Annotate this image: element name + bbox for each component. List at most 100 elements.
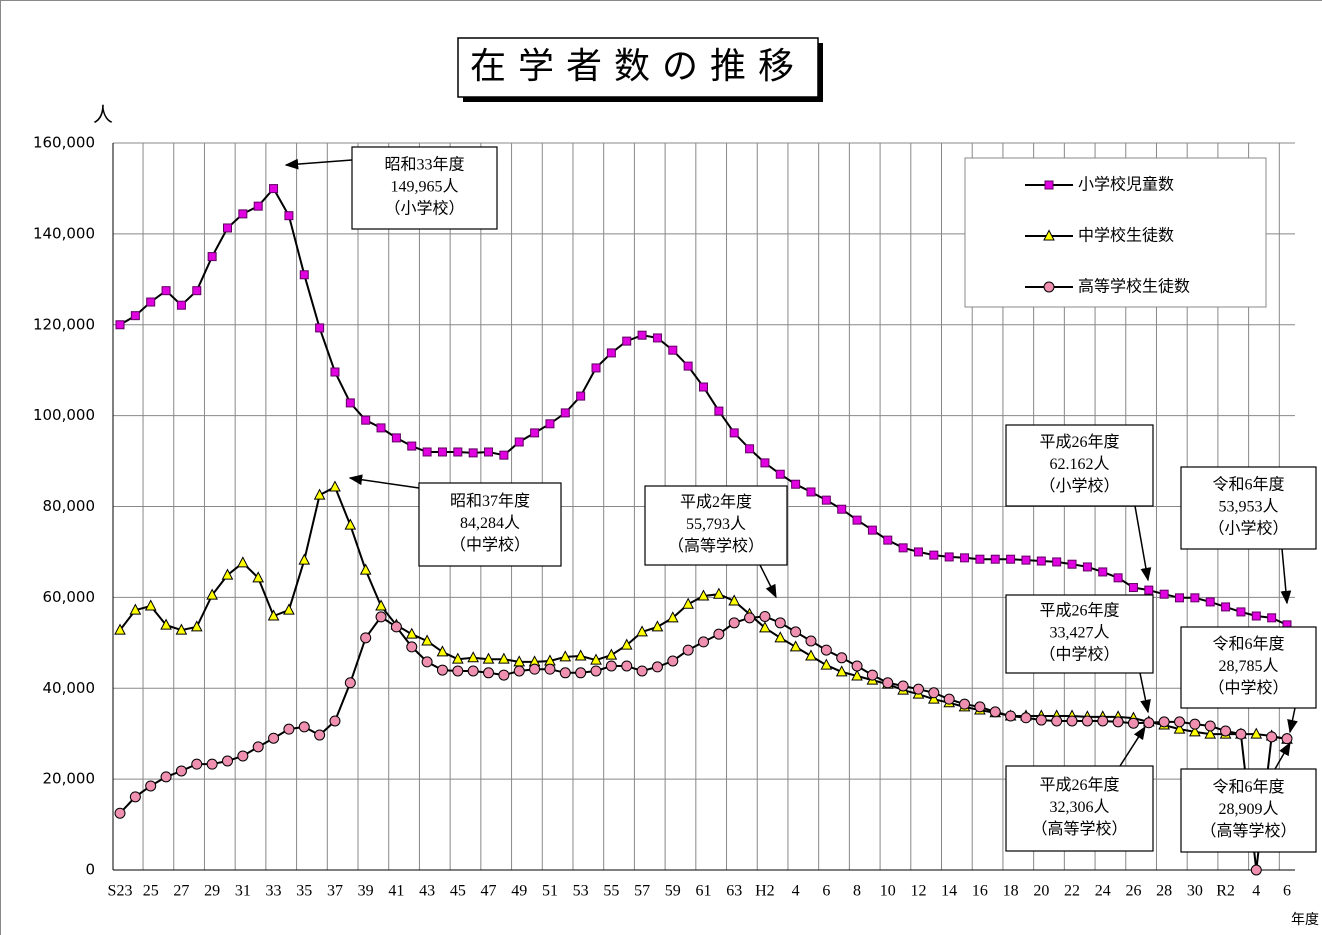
- data-point: [1052, 557, 1062, 567]
- data-point: [514, 437, 524, 447]
- data-point: [360, 632, 372, 644]
- data-point: [237, 556, 249, 568]
- x-tick-label: 25: [143, 883, 159, 900]
- data-point: [206, 758, 218, 770]
- data-point: [774, 617, 786, 629]
- x-tick-label: 12: [910, 883, 926, 900]
- data-point: [221, 568, 234, 580]
- data-point: [929, 550, 939, 560]
- data-point: [361, 415, 371, 425]
- data-point: [453, 447, 463, 457]
- data-point: [499, 450, 509, 460]
- data-point: [775, 469, 785, 479]
- data-point: [283, 723, 295, 735]
- data-point: [621, 660, 633, 672]
- annotation-text: 昭和33年度: [384, 156, 464, 174]
- data-point: [269, 184, 279, 194]
- data-point: [467, 651, 479, 663]
- annotation-arrow: [1119, 725, 1146, 767]
- data-point: [1021, 555, 1031, 565]
- data-point: [975, 554, 985, 564]
- annotation-arrow: [1134, 505, 1152, 582]
- x-tick-label: H2: [755, 883, 775, 900]
- y-tick-label: 80,000: [43, 497, 96, 515]
- data-point: [1044, 180, 1054, 190]
- data-point: [698, 636, 709, 648]
- annotation-text: （中学校）: [1208, 679, 1288, 697]
- data-point: [682, 597, 694, 609]
- annotation-box: [418, 482, 562, 567]
- data-point: [359, 563, 372, 575]
- data-point: [1235, 728, 1247, 740]
- data-point: [329, 715, 341, 727]
- data-point: [529, 663, 541, 675]
- y-tick-label: 100,000: [33, 406, 95, 424]
- title-box: [457, 37, 819, 98]
- data-point: [1051, 715, 1063, 727]
- data-point: [805, 649, 817, 661]
- annotation: 令和6年度 28,909人 （高等学校）: [1180, 741, 1317, 853]
- data-point: [344, 518, 357, 530]
- y-tick-label: 160,000: [33, 134, 95, 152]
- annotation-arrow: [1287, 707, 1298, 734]
- data-point: [559, 650, 572, 662]
- data-point: [114, 623, 126, 635]
- annotation-text: （小学校）: [384, 200, 464, 218]
- x-tick-label: 16: [972, 883, 988, 900]
- data-point: [144, 599, 157, 611]
- data-point: [545, 419, 555, 429]
- data-point: [560, 408, 570, 418]
- x-tick-label: 28: [1156, 883, 1172, 900]
- data-point: [943, 693, 955, 705]
- data-point: [206, 588, 218, 600]
- data-point: [883, 535, 893, 545]
- data-point: [129, 603, 142, 615]
- x-tick-label: 59: [665, 883, 681, 900]
- data-point: [683, 361, 693, 371]
- data-point: [576, 391, 586, 401]
- data-point: [897, 680, 909, 692]
- data-point: [344, 677, 356, 689]
- data-point: [451, 652, 464, 664]
- data-point: [605, 660, 617, 672]
- annotation: 平成26年度 62.162人 （小学校）: [1005, 424, 1154, 582]
- data-point: [421, 656, 433, 668]
- data-point: [436, 645, 449, 657]
- annotation-box: [1180, 626, 1317, 709]
- data-point: [697, 589, 710, 601]
- x-tick-label: 57: [634, 883, 650, 900]
- data-point: [1205, 597, 1215, 607]
- x-tick-label: 35: [296, 883, 312, 900]
- x-tick-label: 63: [726, 883, 742, 900]
- annotation: 昭和37年度 84,284人 （中学校）: [348, 474, 562, 567]
- data-point: [530, 428, 540, 438]
- y-tick-label: 60,000: [43, 588, 96, 606]
- data-point: [744, 612, 756, 624]
- data-point: [912, 683, 924, 695]
- legend-label: 小学校児童数: [1078, 175, 1174, 194]
- x-tick-label: 29: [204, 883, 220, 900]
- data-point: [622, 336, 632, 346]
- data-point: [237, 750, 249, 762]
- x-tick-label: 61: [696, 883, 712, 900]
- y-tick-label: 40,000: [43, 679, 96, 697]
- data-point: [407, 441, 417, 451]
- data-point: [867, 525, 877, 535]
- data-point: [591, 363, 601, 373]
- data-point: [1082, 562, 1092, 572]
- data-point: [207, 252, 217, 262]
- data-point: [1035, 714, 1047, 726]
- data-point: [913, 547, 923, 557]
- data-point: [1204, 720, 1216, 732]
- data-point: [1175, 593, 1185, 603]
- annotation-text: 33,427人: [1049, 624, 1109, 642]
- y-tick-label: 140,000: [33, 224, 95, 242]
- data-point: [667, 655, 679, 667]
- annotation-text: 平成26年度: [1039, 776, 1119, 794]
- data-point: [1158, 716, 1170, 728]
- data-point: [114, 807, 126, 819]
- data-point: [668, 345, 678, 355]
- data-point: [238, 209, 248, 219]
- annotation-text: 28,909人: [1218, 800, 1278, 818]
- data-point: [1067, 559, 1077, 569]
